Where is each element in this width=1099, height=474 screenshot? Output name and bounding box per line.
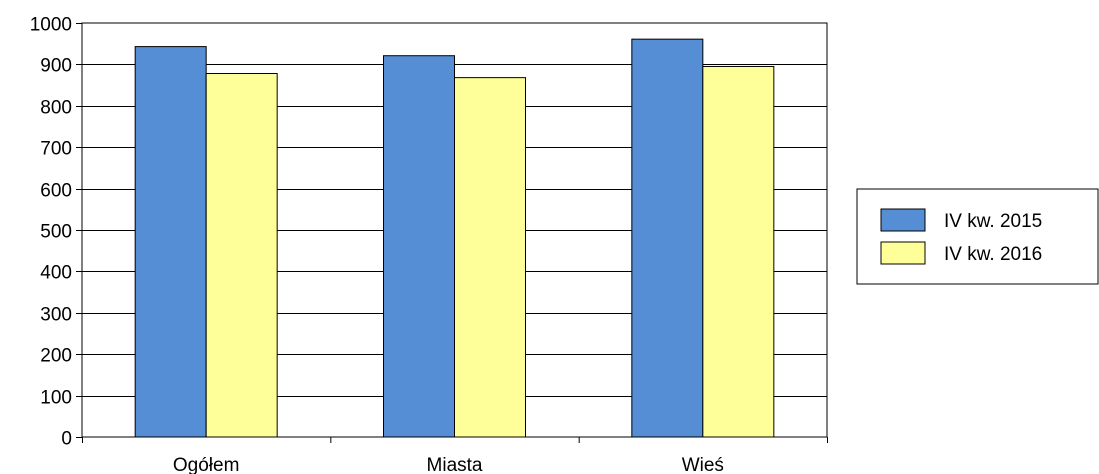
y-tick-label: 100 [40, 388, 72, 409]
legend-label: IV kw. 2016 [944, 244, 1042, 265]
y-tick-label: 800 [40, 98, 72, 119]
bar-2016-0 [205, 73, 278, 438]
legend-swatch [880, 241, 926, 265]
x-tick-label: Miasta [427, 455, 483, 474]
y-tick-label: 200 [40, 346, 72, 367]
bar-2016-1 [454, 77, 526, 438]
y-tick-label: 500 [40, 222, 72, 243]
legend-label: IV kw. 2015 [944, 211, 1042, 232]
legend: IV kw. 2015 IV kw. 2016 [856, 188, 1099, 285]
bar-2015-0 [134, 46, 207, 438]
legend-box [856, 188, 1099, 285]
y-tick-label: 0 [61, 429, 72, 450]
y-tick-label: 300 [40, 305, 72, 326]
y-tick-label: 1000 [30, 15, 72, 36]
x-tick-label: Wieś [682, 455, 724, 474]
bar-2015-2 [631, 38, 704, 438]
y-tick-label: 400 [40, 263, 72, 284]
x-tick-label: Ogółem [173, 455, 240, 474]
bars [134, 38, 775, 438]
legend-swatch [880, 208, 926, 232]
x-axis: Ogółem Miasta Wieś [82, 437, 828, 474]
y-tick-label: 700 [40, 139, 72, 160]
y-axis: 0 100 200 300 400 500 600 700 800 900 1000 [30, 15, 82, 450]
bar-2016-2 [702, 65, 775, 438]
y-tick-label: 600 [40, 181, 72, 202]
y-tick-label: 900 [40, 56, 72, 77]
bar-2015-1 [383, 55, 455, 438]
